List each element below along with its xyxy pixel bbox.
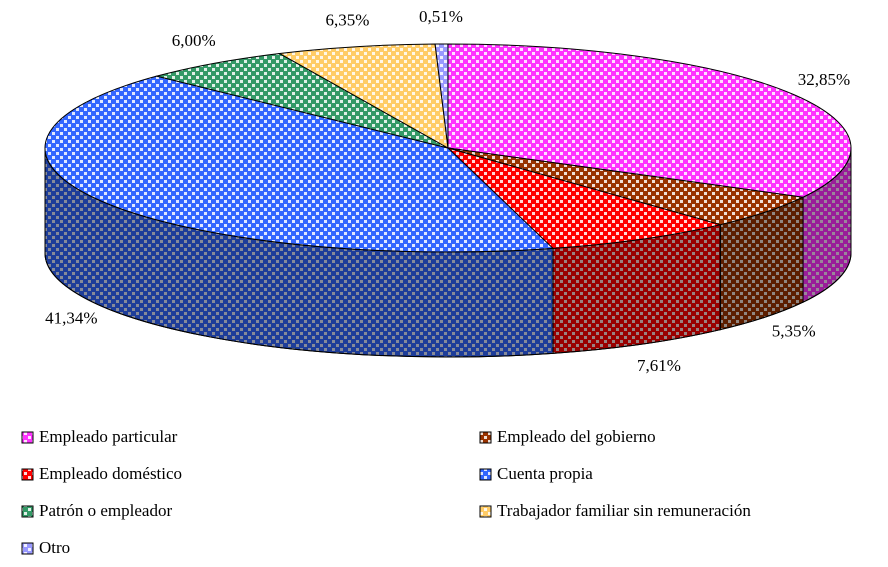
slice [447,147,805,226]
legend-label: Empleado particular [39,427,178,446]
legend-swatch [21,431,34,444]
data-label: 6,35% [326,10,370,29]
legend-label: Trabajador familiar sin remuneración [497,501,751,520]
data-label: 0,51% [419,7,463,26]
slice [447,147,723,249]
data-label: 32,85% [798,70,850,89]
legend-swatch [479,468,492,481]
slice [44,75,555,253]
legend-label: Otro [39,538,70,557]
slice [154,52,449,149]
legend-label: Patrón o empleador [39,501,172,520]
legend-swatch [21,468,34,481]
legend-swatch [21,505,34,518]
legend-swatch [21,542,34,555]
slice [434,43,449,149]
data-label: 41,34% [45,308,97,327]
legend-label: Empleado del gobierno [497,427,656,446]
data-label: 5,35% [772,322,816,341]
slice [447,43,852,198]
legend-label: Cuenta propia [497,464,593,483]
data-label: 7,61% [637,356,681,375]
legend-swatch [479,505,492,518]
legend-label: Empleado doméstico [39,464,182,483]
slice [278,43,449,149]
legend-swatch [479,431,492,444]
data-label: 6,00% [172,31,216,50]
